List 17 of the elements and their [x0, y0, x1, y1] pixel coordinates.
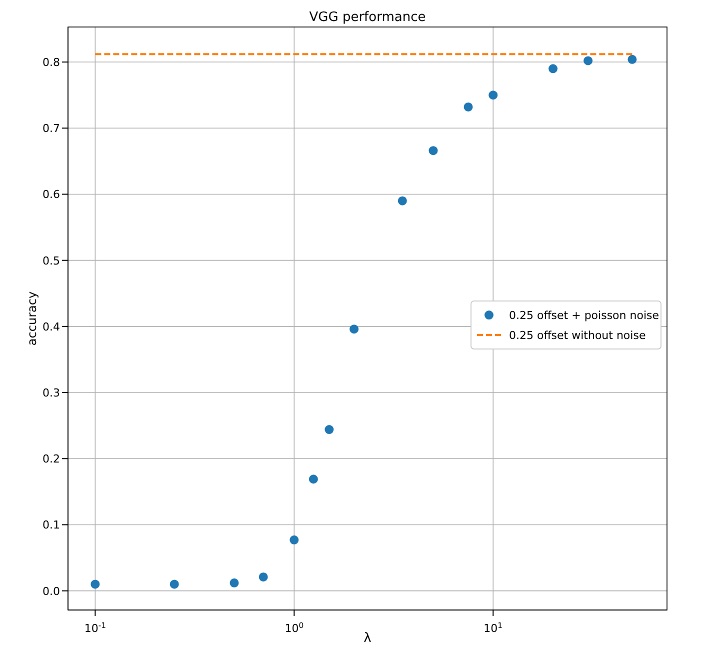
legend-label: 0.25 offset + poisson noise [509, 309, 660, 322]
y-tick-label: 0.8 [42, 56, 60, 70]
y-tick-label: 0.1 [42, 518, 60, 532]
x-tick-label: 10$^{1}$ [484, 620, 503, 635]
y-tick-label: 0.5 [42, 254, 60, 268]
x-tick-label: 10$^{0}$ [284, 620, 304, 635]
y-tick-label: 0.2 [42, 452, 60, 466]
y-axis-title: accuracy [25, 291, 39, 346]
chart-title: VGG performance [309, 10, 426, 25]
x-axis-title: λ [364, 631, 372, 646]
y-tick-label: 0.6 [42, 188, 60, 202]
legend-label: 0.25 offset without noise [509, 329, 646, 342]
x-tick-label: 10$^{-1}$ [84, 620, 106, 635]
y-tick-label: 0.7 [42, 122, 60, 136]
y-tick-label: 0.3 [42, 386, 60, 400]
y-tick-label: 0.4 [42, 320, 60, 334]
y-tick-label: 0.0 [42, 584, 60, 598]
